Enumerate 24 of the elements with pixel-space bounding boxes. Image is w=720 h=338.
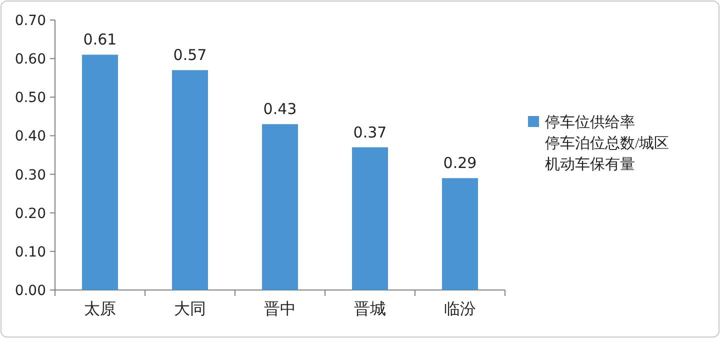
y-tick-label: 0.50 bbox=[14, 90, 46, 106]
bar bbox=[352, 147, 388, 290]
y-tick-label: 0.10 bbox=[14, 244, 46, 260]
bar bbox=[262, 124, 298, 290]
bar bbox=[172, 70, 208, 290]
bar bbox=[82, 54, 118, 290]
y-tick-label: 0.20 bbox=[14, 206, 46, 222]
data-label: 0.43 bbox=[263, 100, 297, 118]
bar bbox=[442, 178, 478, 290]
data-label: 0.61 bbox=[83, 30, 117, 49]
y-tick-label: 0.40 bbox=[14, 128, 46, 145]
y-tick-label: 0.70 bbox=[14, 13, 46, 29]
y-tick-label: 0.30 bbox=[14, 167, 46, 184]
x-tick-label: 晋城 bbox=[354, 300, 386, 318]
x-tick-label: 晋中 bbox=[264, 300, 296, 318]
data-label: 0.29 bbox=[443, 154, 477, 172]
x-tick-label: 大同 bbox=[174, 300, 206, 318]
data-label: 0.57 bbox=[173, 46, 207, 64]
y-tick-label: 0.60 bbox=[14, 52, 46, 68]
x-tick-label: 太原 bbox=[84, 300, 116, 318]
x-tick-label: 临汾 bbox=[444, 301, 476, 318]
data-label: 0.37 bbox=[353, 123, 387, 142]
legend: 停车位供给率停车泊位总数/城区机动车保有量 bbox=[528, 115, 670, 173]
y-tick-label: 0.00 bbox=[14, 283, 46, 299]
